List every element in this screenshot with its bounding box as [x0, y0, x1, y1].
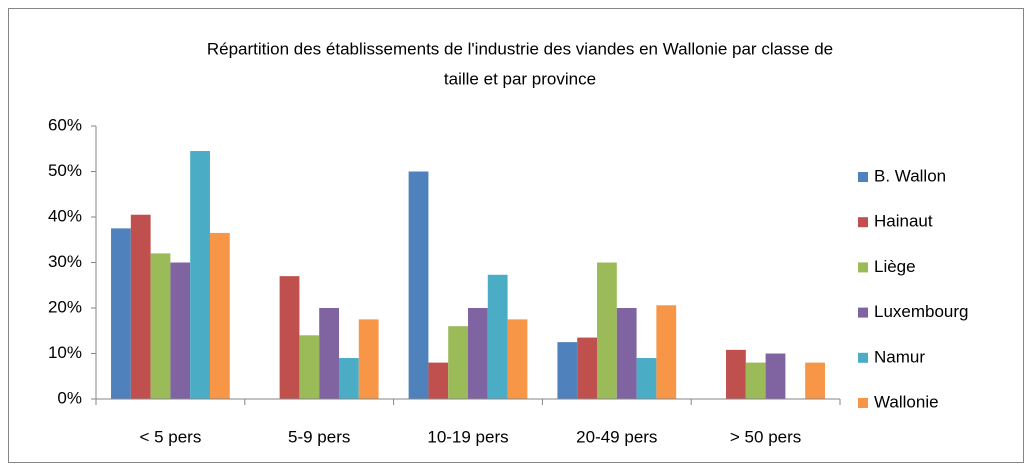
x-tick-label: < 5 pers: [139, 427, 201, 446]
chart-title: taille et par province: [444, 69, 596, 88]
bar: [765, 353, 786, 399]
bar: [338, 358, 359, 399]
bar: [636, 358, 657, 399]
x-tick-label: > 50 pers: [730, 427, 801, 446]
bar: [428, 362, 449, 399]
x-tick-label: 5-9 pers: [288, 427, 350, 446]
y-tick-label: 50%: [48, 161, 82, 180]
legend-label: Hainaut: [874, 212, 933, 231]
bar: [805, 362, 825, 399]
legend-label: Luxembourg: [874, 302, 969, 321]
bar: [209, 232, 230, 399]
bar: [726, 349, 746, 399]
bar: [190, 151, 210, 399]
y-tick-label: 20%: [48, 297, 82, 316]
bar: [656, 305, 677, 399]
legend-swatch: [858, 398, 868, 408]
bar: [577, 337, 598, 399]
legend-swatch: [858, 307, 868, 318]
x-tick-label: 20-49 pers: [576, 427, 657, 446]
bar: [448, 326, 468, 399]
bar: [597, 262, 617, 399]
bar: [279, 276, 300, 399]
bar: [507, 319, 528, 399]
bar: [170, 262, 191, 399]
legend-label: B. Wallon: [874, 166, 946, 185]
bar: [358, 319, 379, 399]
y-tick-label: 30%: [48, 252, 82, 271]
legend-label: Namur: [874, 347, 925, 366]
bar: [487, 274, 508, 399]
bar: [616, 308, 637, 399]
bar: [745, 362, 766, 399]
bar: [299, 335, 320, 399]
bar: [150, 253, 171, 399]
legend-label: Wallonie: [874, 392, 939, 411]
bar: [319, 308, 339, 399]
legend-swatch: [858, 217, 868, 228]
y-tick-label: 0%: [57, 388, 82, 407]
bar: [408, 171, 429, 399]
bar: [557, 342, 578, 399]
legend-swatch: [858, 172, 868, 182]
bar: [130, 214, 151, 399]
legend-label: Liège: [874, 257, 916, 276]
y-tick-label: 10%: [48, 343, 82, 362]
chart-title: Répartition des établissements de l'indu…: [207, 39, 833, 58]
y-tick-label: 40%: [48, 206, 82, 225]
legend-swatch: [858, 262, 868, 273]
legend-swatch: [858, 352, 868, 363]
x-tick-label: 10-19 pers: [427, 427, 508, 446]
y-tick-label: 60%: [48, 115, 82, 134]
bar: [468, 308, 488, 399]
bar: [111, 228, 131, 399]
